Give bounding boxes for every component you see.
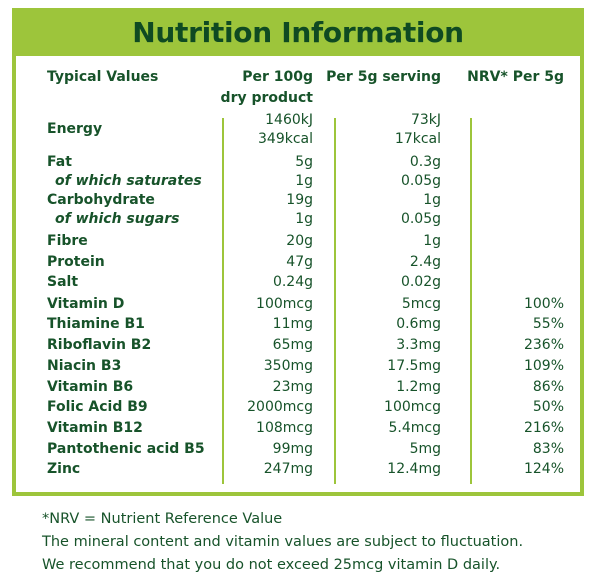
value-per-100g: 99mg	[272, 441, 313, 457]
value-per-100g: 47g	[286, 254, 313, 270]
value-per-100g: 100mcg	[256, 296, 313, 312]
table-row: 349kcal 17kcal	[16, 131, 580, 151]
value-per-100g: 65mg	[272, 337, 313, 353]
value-per-100g: 108mcg	[256, 420, 313, 436]
header-typical-values: Typical Values	[47, 69, 159, 85]
value-per-100g: 350mg	[263, 358, 313, 374]
value-per-5g: 5mg	[409, 441, 441, 457]
table-row: Pantothenic acid B5 99mg 5mg 83%	[16, 441, 580, 461]
nutrient-name: Salt	[47, 274, 79, 290]
table-row: Thiamine B1 11mg 0.6mg 55%	[16, 316, 580, 336]
table-row: Vitamin B12 108mcg 5.4mcg 216%	[16, 420, 580, 440]
value-per-100g: 23mg	[272, 379, 313, 395]
header-nrv: NRV* Per 5g	[467, 69, 564, 85]
table-row: Salt 0.24g 0.02g	[16, 274, 580, 294]
nutrient-name: Riboflavin B2	[47, 337, 152, 353]
value-nrv-percent: 55%	[532, 316, 564, 332]
nutrition-table: Typical Values Per 100g dry product Per …	[16, 56, 580, 492]
value-per-5g: 0.05g	[400, 211, 441, 227]
nutrition-panel: Nutrition Information Typical Values Per…	[12, 8, 584, 496]
header-per100-line1: Per 100g	[242, 69, 313, 85]
value-nrv-percent: 83%	[532, 441, 564, 457]
value-per-5g: 0.02g	[400, 274, 441, 290]
nutrient-name: of which saturates	[55, 173, 202, 189]
value-per-100g: 247mg	[263, 461, 313, 477]
value-per-100g: 1460kJ	[265, 112, 313, 128]
value-per-100g: 19g	[286, 192, 313, 208]
table-row: Fat 5g 0.3g	[16, 154, 580, 174]
value-per-100g: 349kcal	[258, 131, 313, 147]
value-per-5g: 0.6mg	[396, 316, 441, 332]
value-per-5g: 12.4mg	[387, 461, 441, 477]
nutrient-name: Carbohydrate	[47, 192, 155, 208]
table-row: Zinc 247mg 12.4mg 124%	[16, 461, 580, 481]
nutrient-name: Folic Acid B9	[47, 399, 148, 415]
value-per-5g: 100mcg	[384, 399, 441, 415]
table-row: of which saturates 1g 0.05g	[16, 173, 580, 193]
value-per-100g: 1g	[295, 211, 313, 227]
value-per-5g: 17.5mg	[387, 358, 441, 374]
table-row: Vitamin D 100mcg 5mcg 100%	[16, 296, 580, 316]
value-per-100g: 11mg	[272, 316, 313, 332]
nutrient-name: Protein	[47, 254, 105, 270]
value-nrv-percent: 50%	[532, 399, 564, 415]
value-nrv-percent: 216%	[523, 420, 564, 436]
value-nrv-percent: 236%	[523, 337, 564, 353]
nutrient-name: Fat	[47, 154, 72, 170]
nutrient-name: Energy	[47, 121, 103, 137]
value-per-5g: 0.3g	[409, 154, 441, 170]
table-row: Riboflavin B2 65mg 3.3mg 236%	[16, 337, 580, 357]
footnote-fluctuation: The mineral content and vitamin values a…	[42, 534, 524, 550]
value-per-5g: 3.3mg	[396, 337, 441, 353]
value-per-100g: 1g	[295, 173, 313, 189]
value-per-5g: 5.4mcg	[388, 420, 442, 436]
nutrient-name: Vitamin B6	[47, 379, 134, 395]
value-per-5g: 1g	[423, 233, 441, 249]
value-per-100g: 5g	[295, 154, 313, 170]
value-per-5g: 5mcg	[401, 296, 441, 312]
column-divider	[470, 118, 472, 484]
table-row: Carbohydrate 19g 1g	[16, 192, 580, 212]
value-per-5g: 0.05g	[400, 173, 441, 189]
footnote-nrv-definition: *NRV = Nutrient Reference Value	[42, 511, 283, 527]
value-per-5g: 1g	[423, 192, 441, 208]
table-row: Protein 47g 2.4g	[16, 254, 580, 274]
value-nrv-percent: 124%	[523, 461, 564, 477]
value-per-100g: 0.24g	[272, 274, 313, 290]
value-per-5g: 2.4g	[409, 254, 441, 270]
table-row: of which sugars 1g 0.05g	[16, 211, 580, 231]
nutrient-name: Niacin B3	[47, 358, 122, 374]
footnote-vitamin-d-advice: We recommend that you do not exceed 25mc…	[42, 557, 501, 573]
table-row: Energy 1460kJ 73kJ	[16, 112, 580, 137]
value-per-5g: 1.2mg	[396, 379, 441, 395]
nutrient-name: Zinc	[47, 461, 81, 477]
footnote: *NRV = Nutrient Reference Value The mine…	[42, 508, 523, 577]
table-row: Folic Acid B9 2000mcg 100mcg 50%	[16, 399, 580, 419]
value-per-5g: 17kcal	[394, 131, 441, 147]
nutrient-name: of which sugars	[55, 211, 180, 227]
value-per-100g: 20g	[286, 233, 313, 249]
table-row: Vitamin B6 23mg 1.2mg 86%	[16, 379, 580, 399]
nutrient-name: Vitamin B12	[47, 420, 143, 436]
value-per-100g: 2000mcg	[247, 399, 313, 415]
table-row: Fibre 20g 1g	[16, 233, 580, 253]
value-nrv-percent: 109%	[523, 358, 564, 374]
nutrient-name: Vitamin D	[47, 296, 125, 312]
column-divider	[334, 118, 336, 484]
header-per100-line2: dry product	[220, 90, 313, 106]
value-per-5g: 73kJ	[410, 112, 441, 128]
value-nrv-percent: 100%	[523, 296, 564, 312]
column-divider	[222, 118, 224, 484]
header-per5: Per 5g serving	[326, 69, 441, 85]
nutrient-name: Fibre	[47, 233, 88, 249]
nutrient-name: Pantothenic acid B5	[47, 441, 205, 457]
value-nrv-percent: 86%	[532, 379, 564, 395]
table-row: Niacin B3 350mg 17.5mg 109%	[16, 358, 580, 378]
table-header: Typical Values Per 100g dry product Per …	[16, 69, 580, 109]
nutrient-name: Thiamine B1	[47, 316, 145, 332]
panel-title: Nutrition Information	[132, 16, 464, 49]
